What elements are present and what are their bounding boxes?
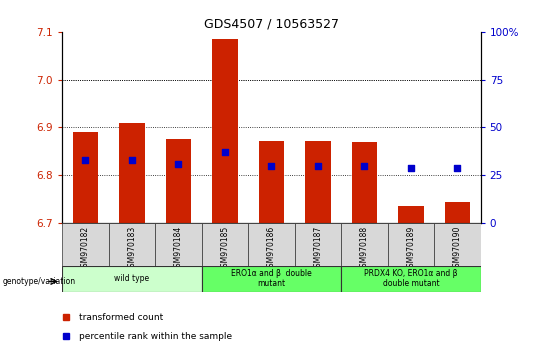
Point	[360, 163, 369, 169]
Bar	[166, 139, 191, 223]
Bar	[248, 223, 295, 267]
Bar	[119, 123, 145, 223]
Bar	[201, 266, 341, 292]
Bar	[201, 223, 248, 267]
Text: GSM970186: GSM970186	[267, 226, 276, 272]
Text: GSM970187: GSM970187	[313, 226, 322, 272]
Bar	[155, 223, 201, 267]
Text: GSM970184: GSM970184	[174, 226, 183, 272]
Bar	[109, 223, 155, 267]
Bar	[62, 266, 201, 292]
Title: GDS4507 / 10563527: GDS4507 / 10563527	[204, 18, 339, 31]
Bar	[341, 266, 481, 292]
Text: PRDX4 KO, ERO1α and β
double mutant: PRDX4 KO, ERO1α and β double mutant	[364, 269, 457, 289]
Bar	[434, 223, 481, 267]
Bar	[352, 142, 377, 223]
Text: wild type: wild type	[114, 274, 150, 283]
Bar	[72, 132, 98, 223]
Text: GSM970188: GSM970188	[360, 226, 369, 272]
Point	[267, 163, 276, 169]
Point	[453, 165, 462, 170]
Bar	[295, 223, 341, 267]
Text: GSM970183: GSM970183	[127, 226, 136, 272]
Text: GSM970182: GSM970182	[81, 226, 90, 272]
Text: ERO1α and β  double
mutant: ERO1α and β double mutant	[231, 269, 312, 289]
Text: GSM970189: GSM970189	[407, 226, 415, 272]
Bar	[388, 223, 434, 267]
Point	[174, 161, 183, 167]
Bar	[398, 206, 424, 223]
Point	[407, 165, 415, 170]
Point	[127, 157, 136, 163]
Text: transformed count: transformed count	[79, 313, 163, 322]
Point	[314, 163, 322, 169]
Bar	[62, 223, 109, 267]
Bar	[212, 39, 238, 223]
Point	[220, 149, 229, 155]
Text: percentile rank within the sample: percentile rank within the sample	[79, 332, 232, 341]
Bar	[259, 141, 284, 223]
Point	[81, 157, 90, 163]
Text: GSM970185: GSM970185	[220, 226, 230, 272]
Bar	[305, 141, 330, 223]
Text: GSM970190: GSM970190	[453, 226, 462, 273]
Text: genotype/variation: genotype/variation	[3, 277, 76, 286]
Bar	[341, 223, 388, 267]
Bar	[444, 201, 470, 223]
